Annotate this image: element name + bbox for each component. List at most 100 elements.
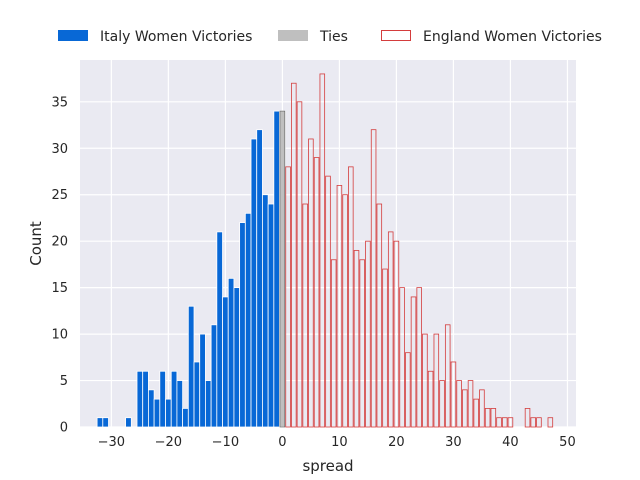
histogram-bar	[233, 287, 241, 428]
histogram-bar	[256, 129, 263, 428]
histogram-bar	[416, 287, 422, 428]
histogram-bar	[227, 277, 235, 428]
y-axis-ticks: 0 5 10 15 20 25 30 35	[51, 95, 68, 435]
histogram-bar	[490, 408, 497, 428]
y-tick-label: 25	[51, 188, 68, 203]
legend-label: Ties	[319, 29, 348, 45]
histogram-bar	[308, 138, 314, 428]
histogram-bar	[376, 203, 383, 428]
y-tick-label: 30	[51, 142, 68, 157]
histogram-bar	[382, 268, 388, 428]
histogram-bar	[267, 203, 275, 428]
histogram-bar	[422, 333, 428, 428]
legend-item: Ties	[278, 29, 348, 45]
histogram-bar	[536, 417, 542, 428]
histogram-bar	[148, 389, 155, 428]
histogram-bar	[313, 157, 320, 428]
x-tick-label: 20	[388, 435, 405, 450]
plot-area	[80, 60, 576, 427]
x-tick-label: 10	[331, 435, 348, 450]
legend-label: England Women Victories	[423, 29, 602, 45]
legend-swatch	[58, 30, 88, 41]
histogram-bar	[296, 101, 303, 428]
histogram-bar	[153, 398, 161, 428]
histogram-bar	[433, 333, 440, 428]
legend-swatch	[381, 30, 411, 41]
histogram-bar	[250, 138, 258, 428]
histogram-bar	[467, 380, 474, 428]
x-axis-label: spread	[302, 457, 353, 475]
histogram-bar	[501, 417, 508, 428]
histogram-bar	[387, 231, 394, 428]
histogram-bar	[170, 370, 178, 428]
histogram-bar	[239, 222, 246, 428]
x-tick-label: −30	[98, 435, 125, 450]
histogram-bar	[325, 175, 331, 428]
y-tick-label: 20	[51, 235, 68, 250]
legend: Italy Women Victories Ties England Women V…	[58, 29, 602, 45]
histogram-bar	[136, 370, 144, 428]
histogram-bar	[285, 166, 291, 428]
histogram-bar	[410, 296, 417, 428]
legend-item: Italy Women Victories	[58, 29, 252, 45]
histogram-bar	[273, 110, 280, 428]
histogram-bar	[262, 194, 269, 428]
legend-swatch	[278, 30, 308, 41]
x-tick-label: −20	[155, 435, 182, 450]
histogram-bar	[484, 408, 491, 428]
y-tick-label: 15	[51, 281, 68, 296]
histogram-bar	[359, 259, 365, 428]
histogram-bar	[370, 129, 377, 428]
histogram-bar	[159, 370, 166, 428]
histogram-bar	[524, 408, 531, 428]
histogram-bar	[176, 380, 184, 428]
histogram-bar	[353, 250, 360, 428]
series-ties	[279, 110, 286, 428]
x-tick-label: 0	[278, 435, 286, 450]
histogram-bar	[427, 370, 434, 428]
y-axis-label: Count	[27, 221, 45, 266]
histogram-bar	[342, 194, 348, 428]
histogram-bar	[193, 361, 201, 428]
histogram-bar	[302, 203, 308, 428]
histogram-bar	[142, 370, 149, 428]
histogram-bar	[279, 110, 286, 428]
histogram-bar	[216, 231, 223, 428]
histogram-bar	[336, 185, 343, 428]
x-tick-label: 50	[559, 435, 576, 450]
series-england-women-victories	[285, 73, 554, 428]
histogram-bar	[530, 417, 536, 428]
histogram-bar	[125, 417, 132, 428]
histogram-bar	[291, 82, 297, 428]
histogram-bar	[222, 296, 229, 428]
histogram-bar	[462, 389, 468, 428]
histogram-bar	[182, 408, 189, 428]
histogram-bar	[244, 212, 252, 428]
histogram-bar	[444, 324, 451, 428]
histogram-bar	[365, 240, 371, 428]
ties-bar-outline	[279, 110, 286, 428]
x-tick-label: −10	[212, 435, 239, 450]
histogram-bar	[210, 324, 218, 428]
x-axis-ticks: −30 −20 −10 0 10 20 30 40 50	[98, 435, 576, 450]
y-tick-label: 10	[51, 328, 68, 343]
histogram-bar	[330, 259, 337, 428]
histogram-bar	[405, 352, 411, 428]
histogram-bar	[102, 417, 109, 428]
histogram-bar	[393, 240, 400, 428]
series-italy-women-victories	[96, 110, 280, 428]
y-tick-label: 5	[60, 374, 68, 389]
histogram-bar	[439, 380, 445, 428]
histogram-bar	[547, 417, 554, 428]
legend-item: England Women Victories	[381, 29, 602, 45]
histogram-bar	[319, 73, 326, 428]
histogram-bar	[473, 398, 479, 428]
histogram-bar	[507, 417, 514, 428]
histogram-bar	[96, 417, 104, 428]
histogram-bar	[479, 389, 485, 428]
histogram-bar	[399, 287, 405, 428]
x-tick-label: 40	[502, 435, 519, 450]
y-tick-label: 35	[51, 95, 68, 110]
y-tick-label: 0	[60, 421, 68, 436]
histogram-bar	[450, 361, 457, 428]
